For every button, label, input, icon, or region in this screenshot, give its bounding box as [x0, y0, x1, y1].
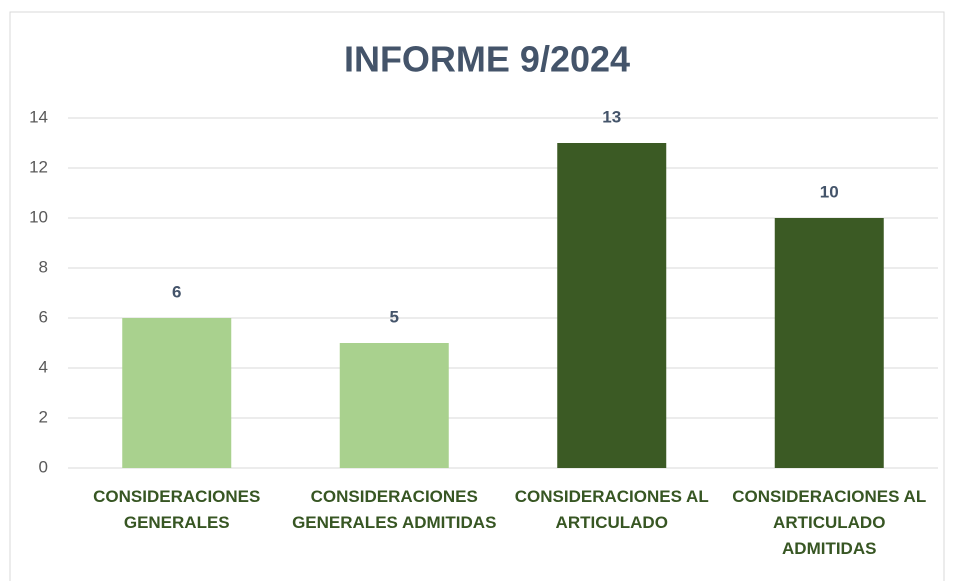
- y-tick-label: 10: [29, 207, 48, 226]
- data-label: 13: [602, 107, 621, 126]
- chart-title: INFORME 9/2024: [344, 39, 630, 80]
- x-tick-label: CONSIDERACIONES GENERALES ADMITIDAS: [292, 487, 497, 532]
- bar: [122, 318, 232, 468]
- data-label: 5: [390, 307, 399, 326]
- y-tick-label: 2: [39, 407, 48, 426]
- bar: [339, 343, 449, 468]
- data-label: 10: [820, 182, 839, 201]
- data-label: 6: [172, 282, 181, 301]
- x-tick-label: CONSIDERACIONES AL ARTICULADO: [514, 487, 709, 532]
- bar: [774, 218, 884, 468]
- x-tick-label: CONSIDERACIONES AL ARTICULADO ADMITIDAS: [732, 487, 927, 558]
- y-tick-label: 6: [39, 307, 48, 326]
- y-tick-label: 12: [29, 157, 48, 176]
- y-tick-label: 8: [39, 257, 48, 276]
- y-tick-label: 4: [39, 357, 48, 376]
- y-tick-label: 14: [29, 107, 48, 126]
- x-tick-label: CONSIDERACIONES GENERALES: [93, 487, 261, 532]
- bar: [557, 143, 667, 468]
- y-tick-label: 0: [39, 457, 48, 476]
